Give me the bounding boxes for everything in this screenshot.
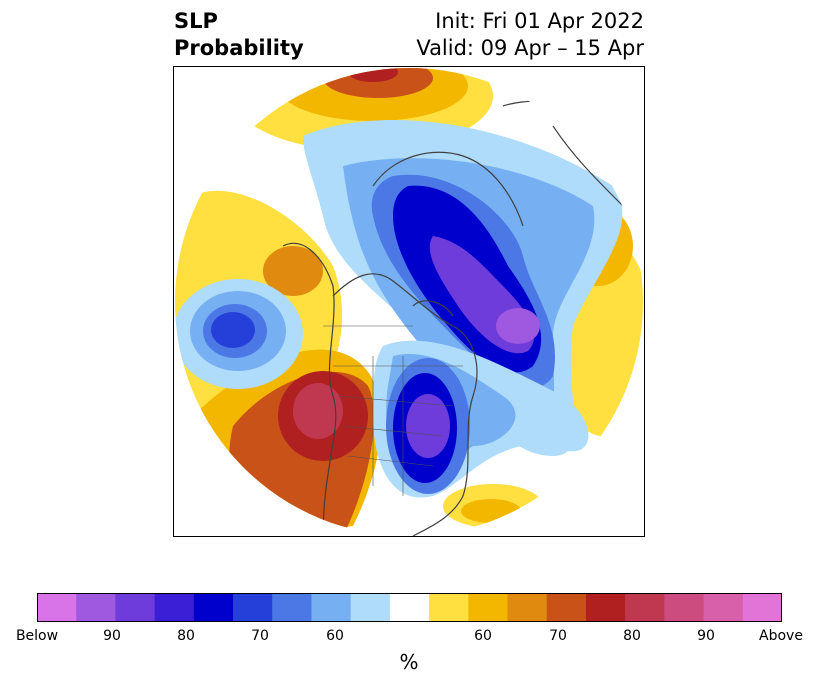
title-line-2: Probability: [174, 36, 304, 60]
colorbar-tick-label: 90: [697, 628, 715, 644]
colorbar-swatch: [193, 593, 234, 622]
colorbar-swatch: [429, 593, 469, 622]
valid-range: Valid: 09 Apr – 15 Apr: [416, 36, 644, 60]
colorbar-swatch: [76, 593, 117, 622]
colorbar-tick-label: 90: [103, 628, 121, 644]
colorbar-swatch: [625, 593, 665, 622]
colorbar-tick-label: 80: [177, 628, 195, 644]
colorbar-swatch: [664, 593, 705, 622]
forecast-dates: Init: Fri 01 Apr 2022 Valid: 09 Apr – 15…: [416, 8, 644, 62]
init-date: Init: Fri 01 Apr 2022: [435, 9, 644, 33]
title-line-1: SLP: [174, 9, 218, 33]
coastlines: [282, 85, 624, 536]
colorbar-tick-label: 60: [326, 628, 344, 644]
colorbar-swatch: [115, 593, 156, 622]
colorbar-swatch: [507, 593, 548, 622]
colorbar-swatch: [546, 593, 587, 622]
probability-field: [175, 68, 643, 536]
colorbar-swatch: [311, 593, 352, 622]
colorbar-tick-label: 80: [623, 628, 641, 644]
colorbar-swatch: [389, 593, 430, 622]
colorbar-swatch: [233, 593, 273, 622]
colorbar-swatch: [585, 593, 626, 622]
colorbar-swatch: [703, 593, 744, 622]
polar-stereographic-map: [173, 66, 645, 537]
colorbar-tick-label: 70: [251, 628, 269, 644]
colorbar-swatch: [468, 593, 509, 622]
map-title: SLP Probability: [174, 8, 304, 62]
colorbar-tick-label: 60: [474, 628, 492, 644]
colorbar-swatch: [350, 593, 391, 622]
colorbar: [37, 593, 782, 622]
colorbar-swatch: [37, 593, 77, 622]
borders: [323, 325, 463, 496]
colorbar-swatch: [154, 593, 195, 622]
colorbar-tick-label: 70: [549, 628, 567, 644]
colorbar-unit: %: [399, 650, 419, 674]
colorbar-tick-label: Below: [15, 628, 59, 644]
colorbar-swatch: [742, 593, 782, 622]
colorbar-swatch: [272, 593, 313, 622]
colorbar-tick-label: Above: [759, 628, 803, 644]
